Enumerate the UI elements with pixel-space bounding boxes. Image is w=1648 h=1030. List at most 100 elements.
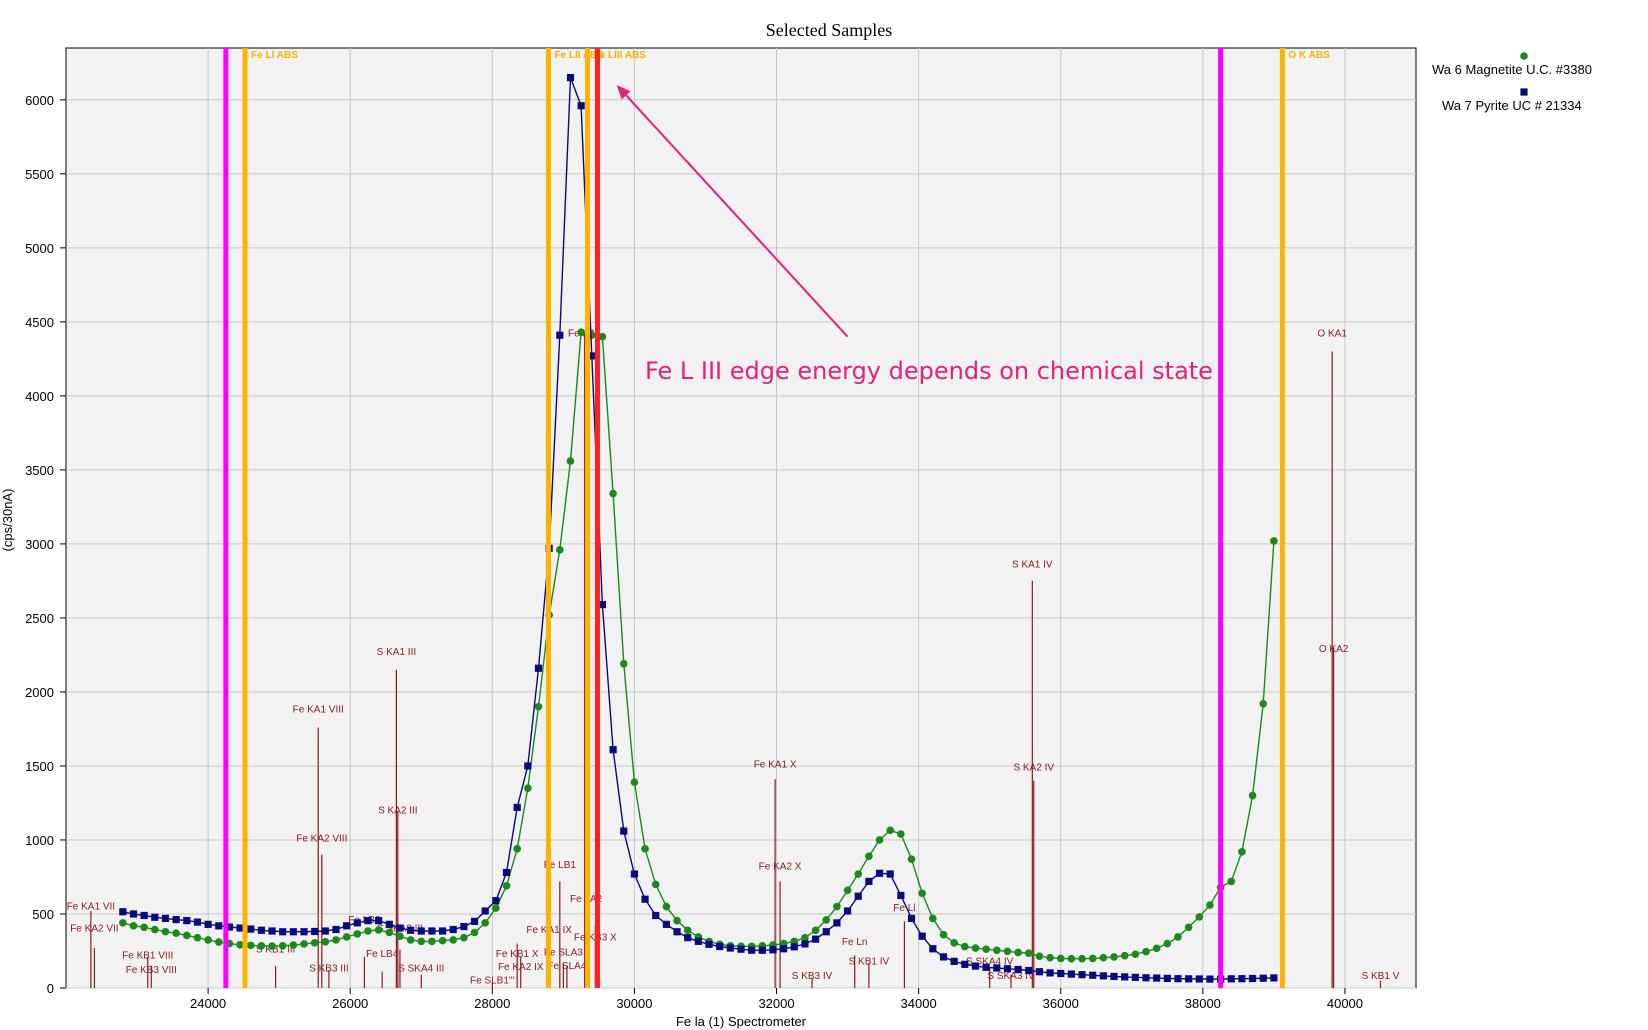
peak-marker-label: Fe KB3 VIII (126, 965, 177, 976)
data-point (748, 946, 756, 954)
data-point (641, 895, 649, 903)
data-point (321, 938, 330, 946)
data-point (854, 870, 863, 878)
data-point (577, 328, 585, 337)
data-point (343, 922, 351, 930)
data-point (438, 927, 447, 935)
data-point (1184, 923, 1193, 932)
data-point (502, 868, 511, 877)
edge-label: Fe LII ABS (554, 50, 604, 61)
data-point (513, 845, 521, 853)
x-axis-label: Fe la (1) Spectrometer (676, 1014, 807, 1029)
data-point (268, 942, 276, 950)
data-point (353, 930, 362, 938)
y-tick-label: 5500 (25, 167, 54, 182)
data-point (801, 933, 809, 942)
y-tick-label: 0 (47, 981, 54, 996)
data-point (609, 746, 617, 754)
data-point (801, 940, 809, 948)
annotation-arrow (625, 94, 849, 338)
data-point (865, 877, 873, 886)
data-point (268, 927, 276, 935)
data-point (406, 936, 415, 944)
data-point (1142, 974, 1150, 982)
peak-marker-label: Fe LB1 (544, 860, 577, 871)
data-point (481, 907, 489, 915)
data-point (1195, 913, 1204, 921)
data-point (1003, 947, 1012, 956)
data-point (428, 927, 436, 935)
grid (66, 48, 1416, 989)
data-point (1035, 952, 1044, 960)
data-point (1142, 947, 1150, 956)
plot-area (65, 47, 1417, 989)
data-point (886, 826, 895, 835)
data-point (1248, 791, 1257, 800)
data-point (929, 945, 937, 953)
data-point (758, 946, 766, 954)
y-tick-label: 4000 (25, 389, 54, 404)
data-point (961, 942, 969, 951)
legend-marker (1520, 88, 1528, 96)
peak-marker-label: S KA1 III (377, 647, 416, 658)
data-point (1206, 975, 1214, 983)
y-tick-label: 3500 (25, 463, 54, 478)
data-point (513, 803, 521, 812)
edge-label: O K ABS (1288, 50, 1330, 61)
data-point (886, 870, 894, 878)
data-point (577, 102, 585, 110)
data-point (939, 930, 948, 939)
data-point (950, 957, 958, 965)
series-layer (119, 74, 1278, 983)
data-point (673, 916, 681, 925)
data-point (651, 880, 660, 889)
peak-marker-label: S SKA3 IV (987, 971, 1035, 982)
chart-title: Selected Samples (766, 20, 892, 40)
data-point (588, 352, 596, 360)
data-point (396, 932, 404, 940)
data-point (1099, 972, 1107, 980)
data-point (129, 910, 138, 918)
peak-marker-label: S KA1 IV (1012, 560, 1053, 571)
y-tick-label: 2500 (25, 611, 54, 626)
data-point (1131, 950, 1140, 959)
data-point (289, 941, 298, 949)
data-point (609, 489, 617, 498)
data-point (449, 925, 457, 934)
data-point (172, 929, 180, 938)
data-point (1227, 975, 1235, 983)
data-point (524, 762, 532, 770)
data-point (375, 917, 383, 925)
peak-marker-label: S KB1 III (256, 944, 295, 955)
peak-marker-label: S KB3 IV (792, 971, 833, 982)
data-point (662, 920, 670, 928)
x-tick-label: 38000 (1185, 996, 1221, 1011)
data-point (822, 916, 831, 924)
data-point (460, 922, 468, 931)
data-point (982, 945, 990, 954)
y-tick-label: 1500 (25, 759, 54, 774)
peak-marker-label: S KB3 III (309, 964, 348, 975)
data-point (140, 923, 148, 932)
peak-marker-label: Fe KA2 VIII (296, 833, 347, 844)
data-point (854, 892, 862, 900)
data-point (214, 938, 223, 946)
data-point (992, 946, 1001, 955)
data-point (534, 702, 543, 711)
data-point (598, 332, 607, 341)
data-point (556, 546, 564, 554)
data-point (183, 917, 191, 925)
peak-marker-label: Fe KB1 VIII (122, 950, 173, 961)
data-point (1099, 953, 1108, 962)
x-tick-label: 30000 (616, 996, 652, 1011)
data-point (385, 920, 393, 928)
peak-marker-label: Fe SLA3 (544, 947, 583, 958)
data-point (556, 331, 564, 339)
data-point (683, 926, 692, 935)
data-point (438, 936, 447, 945)
data-point (897, 891, 905, 900)
data-point (342, 933, 351, 941)
data-point (1025, 966, 1033, 975)
data-point (1078, 954, 1086, 963)
